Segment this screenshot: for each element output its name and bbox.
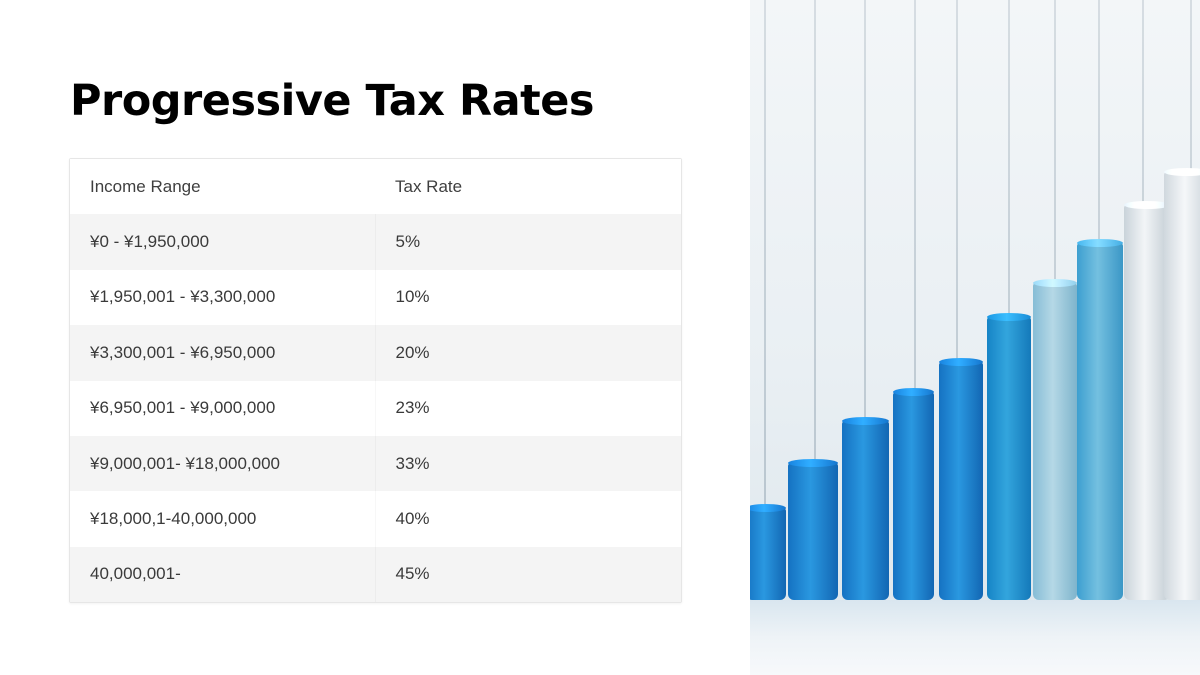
tax-rate-table: Income Range Tax Rate ¥0 - ¥1,950,000 5%… xyxy=(69,158,682,604)
wall-panel-line xyxy=(1008,0,1010,600)
income-range-cell: ¥9,000,001- ¥18,000,000 xyxy=(70,435,376,492)
income-range-cell: ¥1,950,001 - ¥3,300,000 xyxy=(70,269,376,326)
bar-cylinder xyxy=(893,392,934,600)
table-row: 40,000,001- 45% xyxy=(70,546,681,603)
slide-title: Progressive Tax Rates xyxy=(70,76,594,126)
wall-panel-line xyxy=(814,0,816,600)
header-tax-rate: Tax Rate xyxy=(395,176,463,196)
header-income-range: Income Range xyxy=(90,176,201,196)
wall-panel-line xyxy=(914,0,916,600)
tax-rate-cell: 5% xyxy=(395,232,421,252)
table-row: ¥18,000,1-40,000,000 40% xyxy=(70,491,681,547)
bar-cylinder xyxy=(1033,283,1077,600)
income-range-cell: ¥18,000,1-40,000,000 xyxy=(70,491,376,547)
tax-rate-cell: 20% xyxy=(395,342,430,362)
bar-cylinder xyxy=(1077,243,1123,600)
floor-reflection xyxy=(750,600,1200,675)
bar-cylinder xyxy=(987,317,1031,600)
bar-cylinder xyxy=(939,362,983,600)
tax-rate-cell: 40% xyxy=(395,509,430,529)
tax-rate-cell: 23% xyxy=(395,398,430,418)
table-row: ¥6,950,001 - ¥9,000,000 23% xyxy=(70,380,681,436)
income-range-cell: 40,000,001- xyxy=(70,546,376,603)
table-row: ¥0 - ¥1,950,000 5% xyxy=(70,214,681,270)
table-row: ¥9,000,001- ¥18,000,000 33% xyxy=(70,435,681,492)
tax-rate-cell: 33% xyxy=(395,453,430,473)
bar-chart-illustration xyxy=(750,0,1200,675)
income-range-cell: ¥0 - ¥1,950,000 xyxy=(70,214,376,270)
table-row: ¥3,300,001 - ¥6,950,000 20% xyxy=(70,325,681,381)
income-range-cell: ¥6,950,001 - ¥9,000,000 xyxy=(70,380,376,436)
bar-cylinder xyxy=(788,463,838,600)
wall-panel-line xyxy=(864,0,866,600)
bar-cylinder xyxy=(1124,205,1170,600)
bar-cylinder xyxy=(1164,172,1200,600)
bar-cylinder xyxy=(842,421,889,600)
wall-panel-line xyxy=(956,0,958,600)
table-header-row: Income Range Tax Rate xyxy=(70,159,681,215)
table-row: ¥1,950,001 - ¥3,300,000 10% xyxy=(70,269,681,326)
tax-rate-cell: 10% xyxy=(395,287,430,307)
wall-panel-line xyxy=(764,0,766,600)
income-range-cell: ¥3,300,001 - ¥6,950,000 xyxy=(70,325,376,381)
tax-rate-cell: 45% xyxy=(395,564,430,584)
bar-cylinder xyxy=(750,508,786,600)
